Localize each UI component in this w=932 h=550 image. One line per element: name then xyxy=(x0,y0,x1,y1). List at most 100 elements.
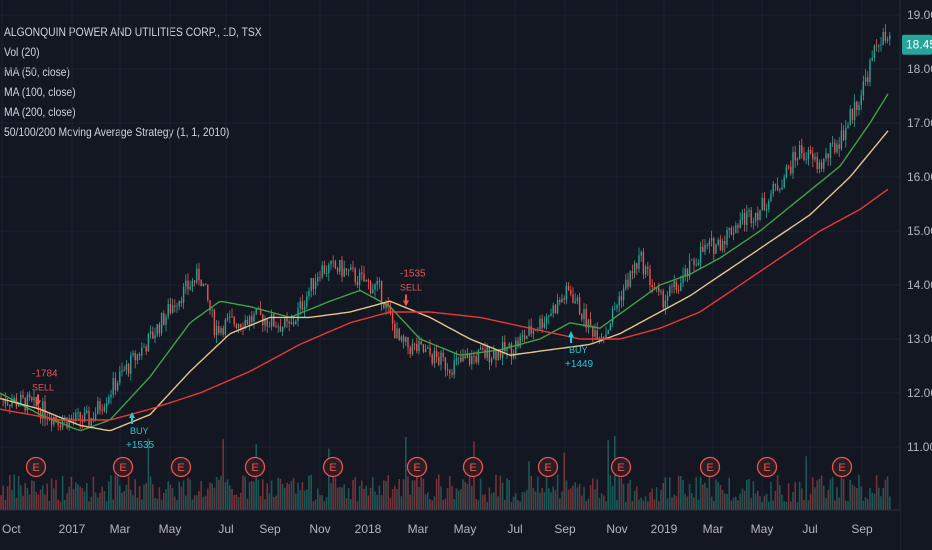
time-tick-label: Jul xyxy=(507,522,522,536)
candle-body xyxy=(820,162,823,169)
candle-body xyxy=(145,346,147,352)
candle-body xyxy=(867,77,869,83)
volume-bar xyxy=(488,487,491,510)
candle-body xyxy=(409,347,411,354)
volume-bar xyxy=(453,499,455,510)
candle-body xyxy=(671,286,673,288)
candle-body xyxy=(638,255,640,269)
volume-bar xyxy=(669,477,671,510)
candle-body xyxy=(473,355,475,357)
volume-bar xyxy=(191,499,194,510)
volume-bar xyxy=(31,480,33,510)
candle-body xyxy=(235,324,238,328)
volume-bar xyxy=(136,497,139,510)
candle-body xyxy=(581,314,583,320)
earnings-circle xyxy=(112,456,134,478)
volume-bar xyxy=(438,474,440,510)
volume-bar xyxy=(39,489,42,510)
volume-bar xyxy=(123,491,125,510)
candle-body xyxy=(44,401,46,419)
candle-body xyxy=(350,267,352,270)
candle-body xyxy=(790,166,792,174)
earnings-label: E xyxy=(251,462,258,474)
volume-bar xyxy=(651,488,653,510)
volume-bar xyxy=(655,487,658,510)
volume-bar xyxy=(114,474,117,510)
volume-bar xyxy=(550,492,552,510)
candle-body xyxy=(554,305,557,313)
volume-bar xyxy=(539,492,541,510)
candle-body xyxy=(460,357,462,362)
candle-body xyxy=(339,259,341,272)
candle-body xyxy=(807,149,810,160)
candle-body xyxy=(372,289,374,294)
candle-body xyxy=(306,296,308,307)
time-tick-label: Mar xyxy=(703,522,724,536)
volume-bar xyxy=(237,497,240,510)
candle-body xyxy=(246,320,249,325)
candle-body xyxy=(757,212,759,220)
candle-body xyxy=(121,370,123,372)
candle-body xyxy=(750,210,752,224)
candle-body xyxy=(724,241,726,245)
candle-body xyxy=(308,290,310,297)
volume-bar xyxy=(772,500,774,510)
candle-body xyxy=(636,263,638,269)
candle-body xyxy=(545,316,548,323)
time-tick-label: 2019 xyxy=(651,522,678,536)
earnings-label: E xyxy=(544,462,551,474)
volume-bar xyxy=(13,474,15,510)
volume-bar xyxy=(444,498,447,510)
candle-body xyxy=(213,309,216,336)
volume-bar xyxy=(77,484,79,510)
volume-bar xyxy=(644,496,647,510)
volume-bar xyxy=(504,499,506,510)
volume-bar xyxy=(607,440,609,510)
volume-bar xyxy=(213,487,216,510)
volume-bar xyxy=(798,481,801,510)
candle-body xyxy=(715,244,717,254)
candle-body xyxy=(713,238,715,254)
legend-title[interactable]: ALGONQUIN POWER AND UTILITIES CORP., 1D,… xyxy=(4,25,262,39)
candle-body xyxy=(356,282,359,286)
legend-ma200[interactable]: MA (200, close) xyxy=(4,105,76,119)
volume-bar xyxy=(341,487,343,510)
candle-body xyxy=(143,346,145,348)
candle-body xyxy=(222,328,224,335)
volume-bar xyxy=(748,478,750,510)
candle-body xyxy=(842,130,845,140)
volume-bar xyxy=(809,493,812,510)
candle-body xyxy=(185,280,187,287)
volume-bar xyxy=(880,496,882,510)
volume-bar xyxy=(831,477,834,510)
candle-body xyxy=(79,412,81,422)
candle-body xyxy=(761,198,763,211)
candle-body xyxy=(477,349,480,363)
volume-bar xyxy=(42,485,44,510)
candle-body xyxy=(526,335,528,340)
candle-body xyxy=(796,158,799,161)
candle-body xyxy=(281,327,284,332)
volume-bar xyxy=(574,482,576,510)
candle-body xyxy=(556,299,559,313)
volume-bar xyxy=(616,500,618,510)
volume-bar xyxy=(541,487,543,510)
candle-body xyxy=(455,358,458,361)
time-tick-label: 2018 xyxy=(355,522,382,536)
buy-pnl: +1535 xyxy=(126,440,155,451)
volume-bar xyxy=(625,501,627,510)
candle-body xyxy=(207,284,209,301)
legend-ma100[interactable]: MA (100, close) xyxy=(4,85,76,99)
candle-body xyxy=(209,300,211,311)
candle-body xyxy=(737,225,739,228)
candle-body xyxy=(325,273,328,274)
candle-body xyxy=(519,336,521,347)
volume-bar xyxy=(737,500,739,510)
volume-bar xyxy=(279,478,282,510)
volume-bar xyxy=(101,486,103,510)
volume-bar xyxy=(451,485,453,510)
volume-bar xyxy=(790,501,792,510)
legend-strategy[interactable]: 50/100/200 Moving Average Strategy (1, 1… xyxy=(4,125,230,139)
legend-vol[interactable]: Vol (20) xyxy=(4,45,40,59)
